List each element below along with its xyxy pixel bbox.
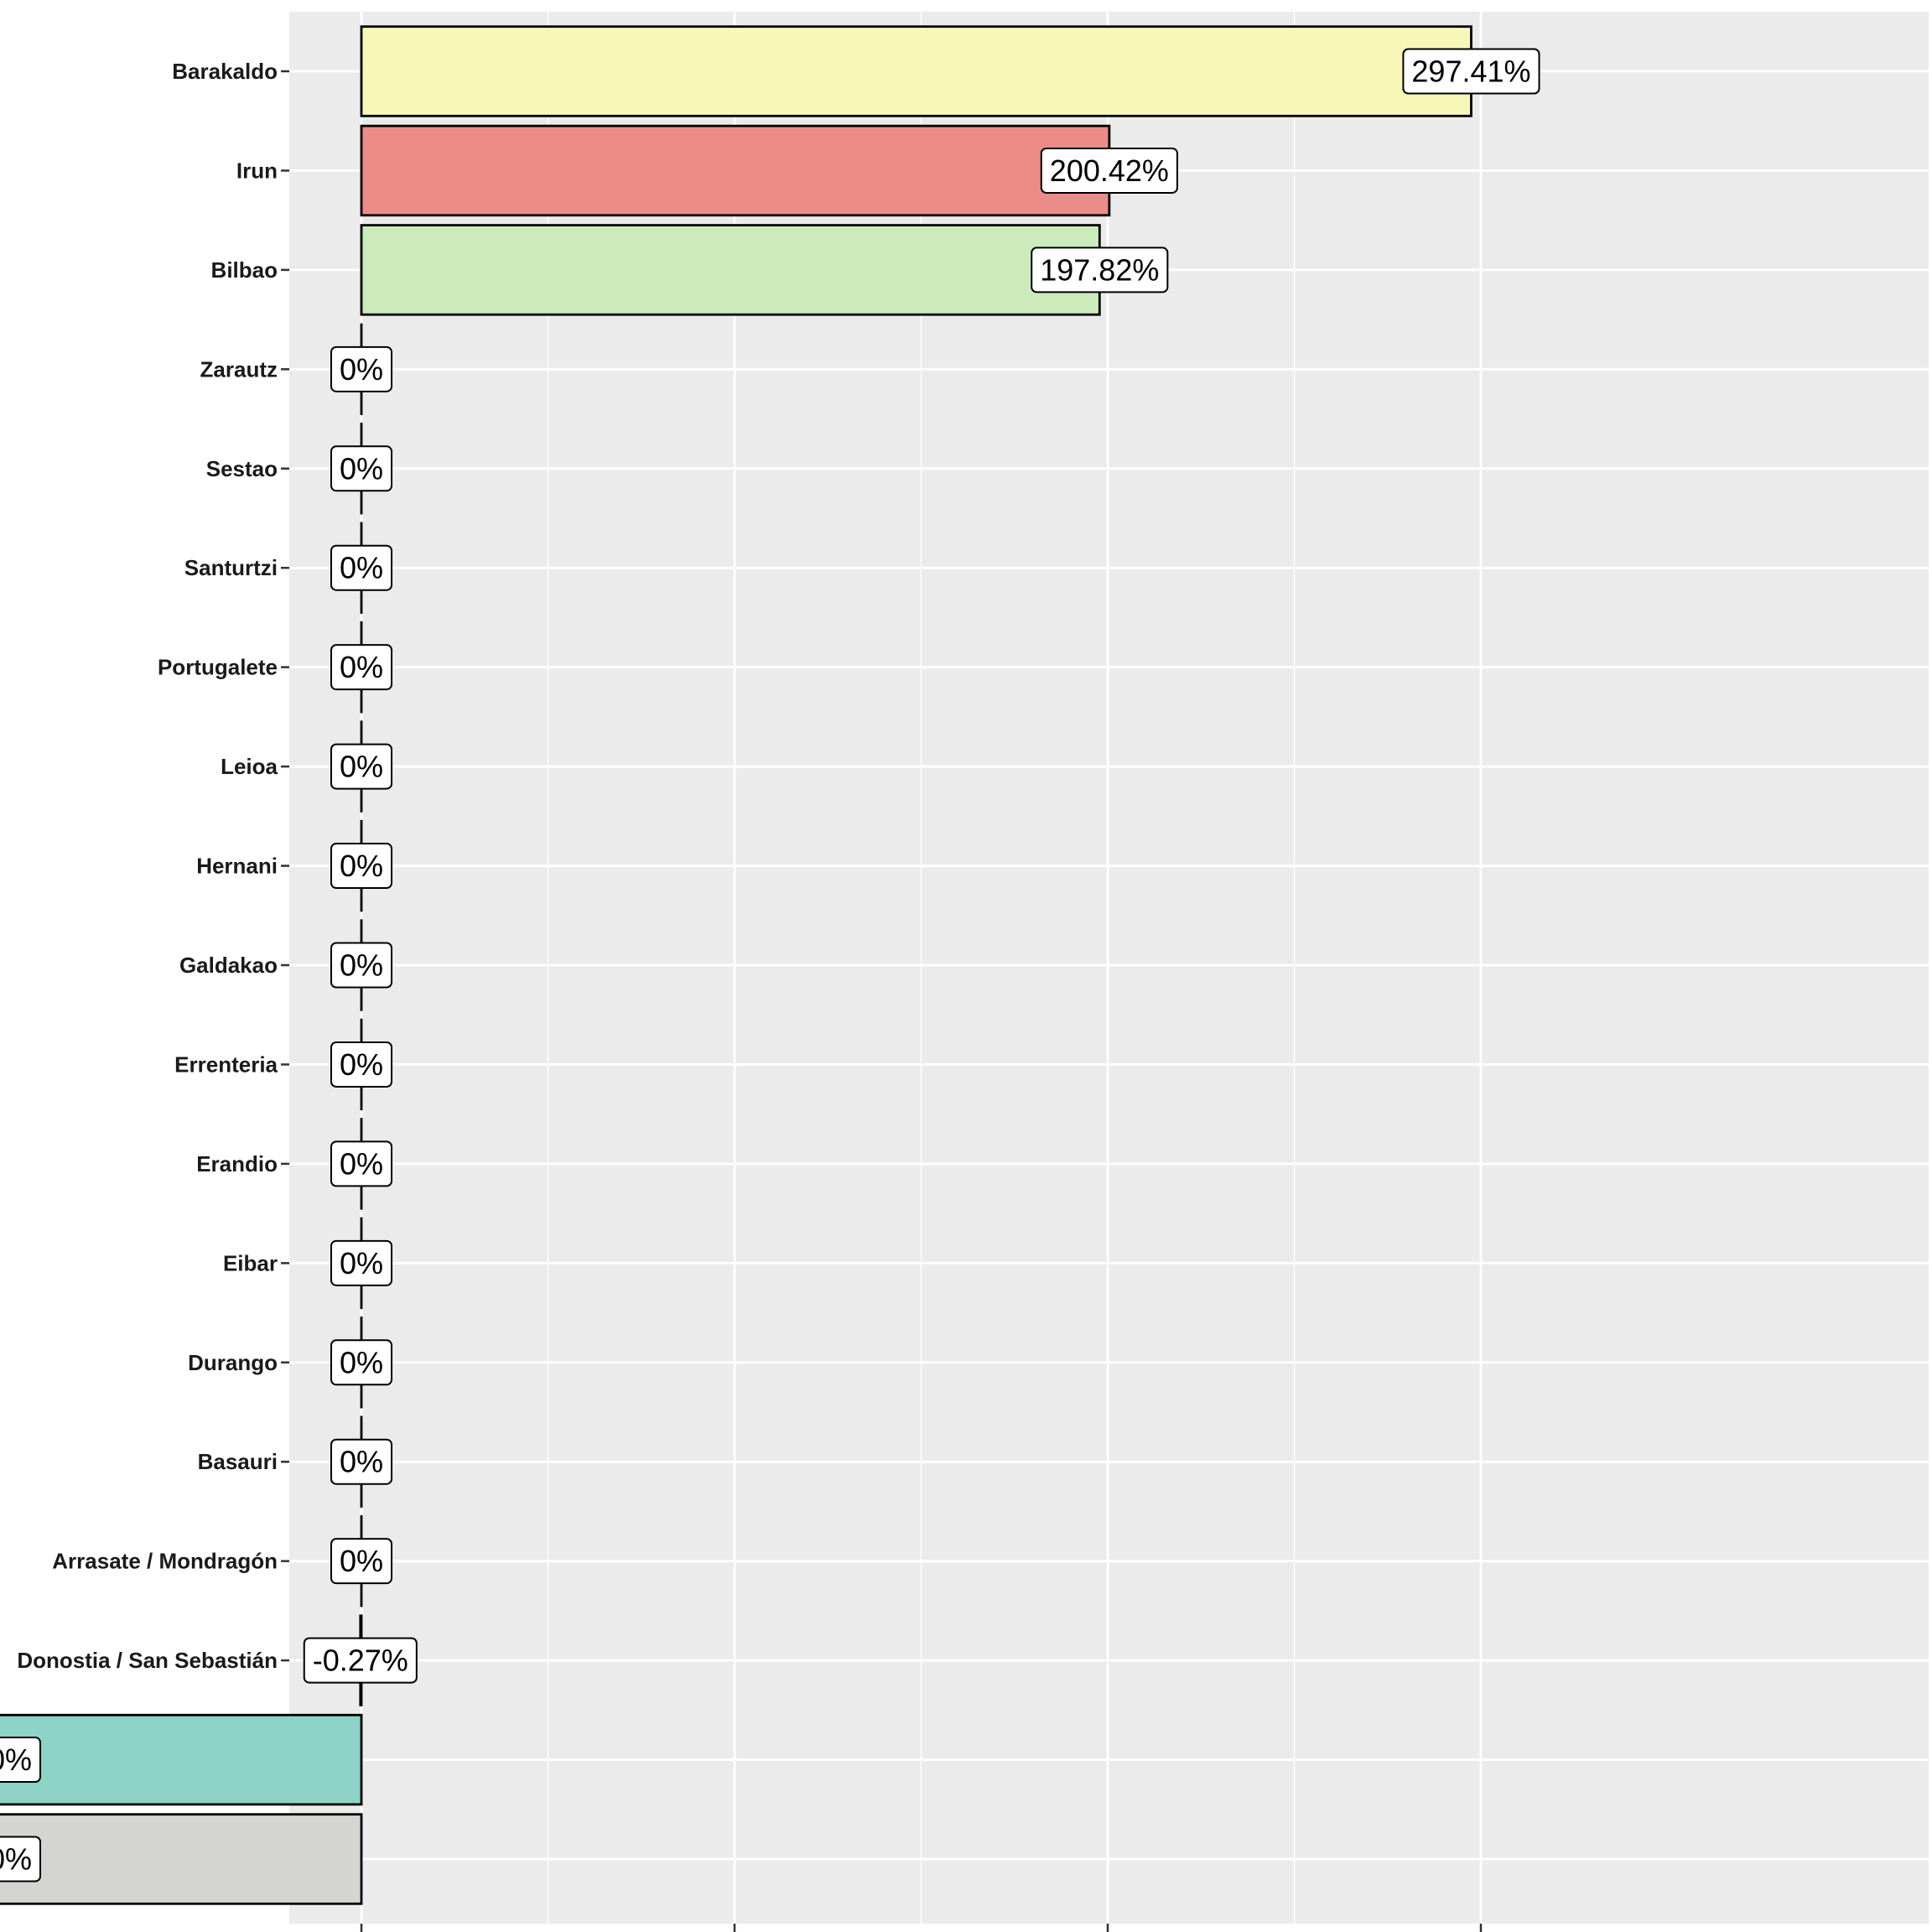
value-label-text: 0%: [340, 1047, 383, 1082]
plot-panel: [289, 12, 1929, 1924]
value-label-box: [330, 1538, 393, 1585]
bar: [0, 1713, 363, 1806]
value-label-box: [330, 345, 393, 392]
value-label: -100%: [0, 1836, 42, 1883]
value-label-box: [1402, 48, 1540, 95]
value-label-box: [303, 1637, 418, 1684]
category-label: Errenteria: [174, 1052, 278, 1077]
value-label-box: [1031, 247, 1169, 293]
value-label-box: [330, 1438, 393, 1485]
value-label-text: 200.42%: [1050, 153, 1169, 188]
value-label-box: [0, 1836, 42, 1883]
category-label: Arrasate / Mondragón: [52, 1549, 278, 1574]
value-label: 0%: [330, 544, 393, 591]
value-label-box: [330, 1239, 393, 1286]
value-label: 0%: [330, 1239, 393, 1286]
value-label: 0%: [330, 644, 393, 691]
value-label-box: [330, 544, 393, 591]
value-label-box: [330, 445, 393, 492]
value-label-box: [0, 1737, 42, 1784]
value-label: 0%: [330, 345, 393, 392]
value-label: 0%: [330, 1538, 393, 1585]
value-label-text: 0%: [340, 650, 383, 684]
value-label-box: [330, 942, 393, 989]
category-label: Basauri: [198, 1449, 278, 1474]
bar: [0, 1813, 363, 1905]
value-label-box: [330, 843, 393, 890]
category-label: Zarautz: [200, 356, 278, 382]
value-label-text: 0%: [340, 750, 383, 784]
value-label: 200.42%: [1040, 147, 1178, 194]
value-label: -0.27%: [303, 1637, 418, 1684]
value-label-box: [330, 1140, 393, 1187]
category-label: Leioa: [221, 754, 278, 779]
value-label-box: [330, 1339, 393, 1386]
value-label: 0%: [330, 743, 393, 790]
value-label-text: 297.41%: [1411, 55, 1530, 89]
category-label: Bilbao: [211, 257, 278, 283]
value-label-text: -100%: [0, 1842, 32, 1877]
value-label-text: 0%: [340, 1345, 383, 1379]
value-label-text: 0%: [340, 948, 383, 983]
value-label-text: -0.27%: [313, 1644, 408, 1678]
value-label: 0%: [330, 1041, 393, 1088]
value-label: 197.82%: [1031, 247, 1169, 293]
bar: [360, 124, 1111, 217]
category-label: Sestao: [206, 456, 278, 481]
value-label-text: 0%: [340, 352, 383, 387]
value-label-text: 0%: [340, 451, 383, 486]
category-label: Galdakao: [179, 953, 278, 978]
value-label: 0%: [330, 445, 393, 492]
category-label: Irun: [236, 158, 278, 183]
value-label-box: [1040, 147, 1178, 194]
value-label-box: [330, 644, 393, 691]
value-label-text: 197.82%: [1040, 252, 1159, 287]
category-label: Eibar: [223, 1250, 278, 1275]
value-label-text: 0%: [340, 551, 383, 585]
value-label-box: [330, 1041, 393, 1088]
category-label: Portugalete: [158, 655, 278, 680]
category-label: Santurtzi: [184, 555, 278, 580]
category-label: Durango: [188, 1350, 278, 1375]
value-label-text: 0%: [340, 1445, 383, 1479]
bar: [360, 25, 1472, 117]
category-label: Donostia / San Sebastián: [17, 1648, 278, 1673]
value-label: 0%: [330, 1339, 393, 1386]
value-label-text: -100%: [0, 1742, 32, 1777]
value-label-text: 0%: [340, 849, 383, 883]
value-label-text: 0%: [340, 1246, 383, 1280]
value-label-text: 0%: [340, 1544, 383, 1578]
value-label: 0%: [330, 1140, 393, 1187]
value-label: -100%: [0, 1737, 42, 1784]
category-label: Barakaldo: [172, 59, 278, 84]
value-label-text: 0%: [340, 1146, 383, 1181]
value-label-box: [330, 743, 393, 790]
value-label: 0%: [330, 843, 393, 890]
category-label: Hernani: [196, 854, 278, 879]
category-label: Erandio: [196, 1151, 278, 1176]
value-label: 0%: [330, 942, 393, 989]
value-label: 297.41%: [1402, 48, 1540, 95]
bar: [360, 224, 1101, 316]
value-label: 0%: [330, 1438, 393, 1485]
